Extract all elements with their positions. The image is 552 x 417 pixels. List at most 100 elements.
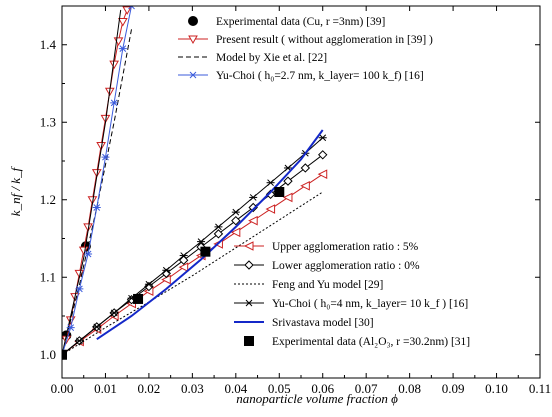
series-yuchoi_cu	[62, 6, 136, 359]
legend-swatch-marker	[244, 260, 254, 270]
series-line-yuchoi_al	[62, 137, 324, 356]
series-feng	[62, 191, 323, 356]
data-point-al_exp	[133, 293, 144, 304]
data-point-upper	[282, 192, 293, 203]
legend-entry-yuchoi_al: Yu-Choi ( h₀=4 nm, k_layer= 10 k_f ) [16…	[234, 298, 468, 310]
data-point-yuchoi_al	[249, 194, 258, 201]
data-point-yuchoi_cu	[101, 153, 110, 161]
data-point-lower	[283, 176, 293, 186]
data-point-yuchoi_al	[92, 323, 101, 331]
legend-entry-cu_exp: Experimental data (Cu, r =3nm) [39]	[188, 16, 385, 28]
y-tick-label: 1.3	[40, 114, 56, 129]
data-point-yuchoi_cu	[84, 250, 93, 258]
legend-entry-srivastava: Srivastava model [30]	[234, 317, 374, 329]
data-point-upper	[265, 204, 276, 214]
data-point-upper	[300, 180, 310, 191]
series-line-yuchoi_cu	[62, 6, 132, 355]
legend-swatch-marker	[188, 35, 198, 45]
series-line-srivastava	[96, 129, 324, 341]
data-point-yuchoi_al	[162, 266, 171, 274]
data-point-yuchoi_al	[197, 238, 206, 245]
legend-entry-present_cu: Present result ( without agglomeration i…	[178, 34, 433, 46]
series-line-upper	[62, 173, 323, 356]
data-point-present_cu	[96, 142, 106, 151]
x-tick-label: 0.00	[51, 381, 74, 396]
data-point-upper	[178, 262, 189, 272]
data-point-yuchoi_al	[144, 280, 153, 288]
x-tick-label: 0.04	[224, 381, 247, 396]
data-point-lower	[300, 163, 311, 173]
data-point-upper	[248, 215, 258, 226]
legend-top: Experimental data (Cu, r =3nm) [39] Prese…	[178, 16, 433, 82]
legend-entry-xie: Model by Xie et al. [22]	[178, 52, 327, 64]
series-srivastava	[96, 129, 324, 341]
data-point-yuchoi_cu	[75, 285, 84, 293]
x-tick-label: 0.05	[268, 381, 291, 396]
data-point-yuchoi_al	[75, 337, 84, 345]
legend-swatch-marker	[188, 16, 198, 26]
legend-label: Yu-Choi ( h₀=2.7 nm, k_layer= 100 k_f) […	[216, 70, 424, 82]
data-point-lower	[231, 215, 241, 226]
legend-label: Upper agglomeration ratio : 5%	[272, 241, 419, 253]
series-present_cu_black	[62, 9, 122, 355]
data-point-present_cu	[78, 246, 89, 256]
legend-label: Yu-Choi ( h₀=4 nm, k_layer= 10 k_f ) [16…	[272, 298, 468, 310]
legend-entry-al_exp: Experimental data (Al₂O₃, r =30.2nm) [31…	[244, 336, 470, 348]
data-point-yuchoi_al	[266, 179, 275, 187]
legend-label: Experimental data (Al₂O₃, r =30.2nm) [31…	[272, 336, 470, 348]
data-point-al_exp	[274, 187, 285, 197]
x-tick-label: 0.10	[485, 381, 508, 396]
legend-entry-upper: Upper agglomeration ratio : 5%	[234, 241, 419, 253]
data-point-yuchoi_cu	[110, 99, 119, 107]
data-point-yuchoi_cu	[127, 6, 136, 10]
legend-swatch-marker	[244, 336, 254, 346]
data-point-yuchoi_al	[110, 309, 119, 317]
x-tick-label: 0.07	[355, 381, 378, 396]
data-point-upper	[230, 227, 241, 238]
x-tick-label: 0.01	[94, 381, 117, 396]
data-point-yuchoi_cu	[92, 204, 101, 211]
y-tick-label: 1.4	[40, 37, 57, 52]
y-axis-title: k_nf / k_f	[8, 165, 23, 216]
data-point-yuchoi_al	[318, 134, 327, 142]
data-point-yuchoi_cu	[118, 45, 127, 52]
data-point-present_cu	[117, 18, 128, 27]
x-tick-label: 0.02	[138, 381, 161, 396]
x-tick-label: 0.06	[311, 381, 334, 396]
x-tick-label: 0.03	[181, 381, 204, 396]
data-point-yuchoi_cu	[66, 324, 75, 331]
legend-entry-lower: Lower agglomeration ratio : 0%	[234, 260, 420, 272]
data-point-present_cu	[87, 196, 98, 205]
legend-label: Srivastava model [30]	[272, 317, 374, 329]
x-tick-label: 0.09	[442, 381, 465, 396]
data-point-present_cu	[74, 269, 85, 279]
data-point-yuchoi_al	[179, 252, 188, 259]
data-point-present_cu	[91, 169, 102, 178]
legend-label: Feng and Yu model [29]	[272, 279, 383, 291]
data-point-yuchoi_al	[214, 223, 223, 231]
axis-layer: 0.00 0.01 0.02 0.03 0.04 0.05 0.06 0.07 0.08 0.09…	[40, 5, 551, 396]
legend-bottom: Upper agglomeration ratio : 5% Lower aggl…	[234, 241, 470, 348]
y-tick-label: 1.2	[40, 192, 56, 207]
data-point-upper	[317, 169, 328, 179]
y-tick-label: 1.0	[40, 347, 56, 362]
data-point-lower	[265, 189, 276, 200]
legend-entry-yuchoi_cu: Yu-Choi ( h₀=2.7 nm, k_layer= 100 k_f) […	[178, 70, 424, 82]
legend-label: Present result ( without agglomeration i…	[216, 34, 433, 46]
data-point-lower	[213, 229, 224, 239]
series-line-feng	[62, 191, 323, 356]
legend-swatch-marker	[243, 241, 254, 251]
legend-entry-feng: Feng and Yu model [29]	[234, 279, 383, 291]
data-point-present_cu	[83, 223, 93, 232]
legend-swatch-marker	[245, 299, 253, 307]
legend-swatch-marker	[189, 71, 197, 79]
x-tick-label: 0.08	[398, 381, 421, 396]
y-tick-label: 1.1	[40, 269, 56, 284]
data-point-yuchoi_al	[231, 208, 240, 216]
legend-label: Model by Xie et al. [22]	[216, 52, 327, 64]
series-present_cu	[62, 6, 133, 360]
legend-label: Experimental data (Cu, r =3nm) [39]	[216, 16, 385, 28]
x-axis-title: nanoparticle volume fraction ϕ	[236, 391, 398, 406]
